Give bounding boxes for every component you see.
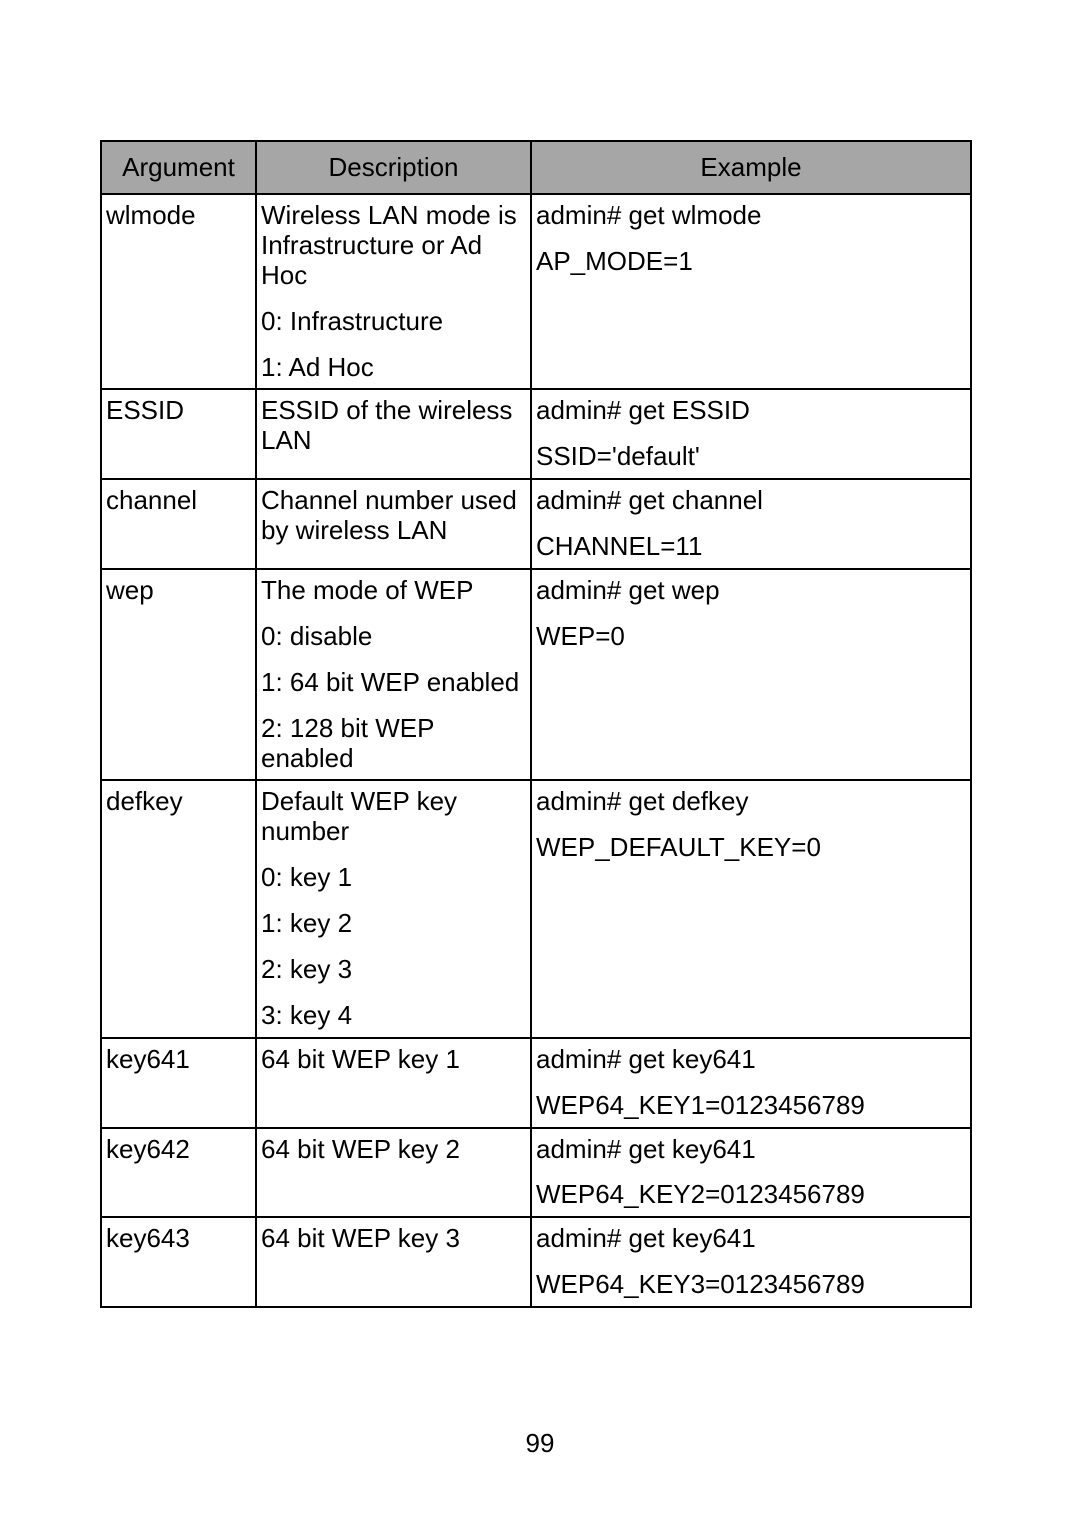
ex-line: admin# get ESSID (536, 396, 966, 426)
arg-cell: defkey (106, 787, 251, 817)
arg-cell: wlmode (106, 201, 251, 231)
table-row: wep The mode of WEP 0: disable 1: 64 bit… (101, 569, 971, 780)
reference-table: Argument Description Example wlmode Wire… (100, 140, 972, 1308)
desc-line: 0: disable (261, 622, 526, 652)
desc-line: ESSID of the wireless LAN (261, 396, 526, 456)
table-row: key643 64 bit WEP key 3 admin# get key64… (101, 1217, 971, 1307)
col-header-example: Example (531, 141, 971, 194)
desc-line: 1: 64 bit WEP enabled (261, 668, 526, 698)
desc-line: Wireless LAN mode is Infrastructure or A… (261, 201, 526, 291)
desc-line: 0: key 1 (261, 863, 526, 893)
desc-line: The mode of WEP (261, 576, 526, 606)
ex-line: admin# get wep (536, 576, 966, 606)
arg-cell: wep (106, 576, 251, 606)
desc-line: 1: key 2 (261, 909, 526, 939)
ex-line: admin# get key641 (536, 1045, 966, 1075)
arg-cell: key643 (106, 1224, 251, 1254)
ex-line: WEP64_KEY3=0123456789 (536, 1270, 966, 1300)
ex-line: WEP=0 (536, 622, 966, 652)
desc-line: 64 bit WEP key 3 (261, 1224, 526, 1254)
desc-line: 3: key 4 (261, 1001, 526, 1031)
ex-line: WEP_DEFAULT_KEY=0 (536, 833, 966, 863)
table-row: key641 64 bit WEP key 1 admin# get key64… (101, 1038, 971, 1128)
table-row: key642 64 bit WEP key 2 admin# get key64… (101, 1128, 971, 1218)
arg-cell: ESSID (106, 396, 251, 426)
ex-line: admin# get key641 (536, 1135, 966, 1165)
table-row: channel Channel number used by wireless … (101, 479, 971, 569)
ex-line: admin# get defkey (536, 787, 966, 817)
desc-line: 0: Infrastructure (261, 307, 526, 337)
table-row: wlmode Wireless LAN mode is Infrastructu… (101, 194, 971, 389)
desc-line: 1: Ad Hoc (261, 353, 526, 383)
desc-line: 64 bit WEP key 1 (261, 1045, 526, 1075)
ex-line: admin# get channel (536, 486, 966, 516)
ex-line: SSID='default' (536, 442, 966, 472)
ex-line: admin# get wlmode (536, 201, 966, 231)
table-row: defkey Default WEP key number 0: key 1 1… (101, 780, 971, 1037)
desc-line: Default WEP key number (261, 787, 526, 847)
ex-line: CHANNEL=11 (536, 532, 966, 562)
ex-line: WEP64_KEY2=0123456789 (536, 1180, 966, 1210)
arg-cell: key641 (106, 1045, 251, 1075)
table-header-row: Argument Description Example (101, 141, 971, 194)
col-header-description: Description (256, 141, 531, 194)
table-row: ESSID ESSID of the wireless LAN admin# g… (101, 389, 971, 479)
ex-line: WEP64_KEY1=0123456789 (536, 1091, 966, 1121)
document-page: Argument Description Example wlmode Wire… (0, 0, 1080, 1529)
page-number: 99 (0, 1428, 1080, 1459)
ex-line: admin# get key641 (536, 1224, 966, 1254)
arg-cell: channel (106, 486, 251, 516)
arg-cell: key642 (106, 1135, 251, 1165)
desc-line: 2: key 3 (261, 955, 526, 985)
col-header-argument: Argument (101, 141, 256, 194)
ex-line: AP_MODE=1 (536, 247, 966, 277)
desc-line: 2: 128 bit WEP enabled (261, 714, 526, 774)
desc-line: 64 bit WEP key 2 (261, 1135, 526, 1165)
desc-line: Channel number used by wireless LAN (261, 486, 526, 546)
